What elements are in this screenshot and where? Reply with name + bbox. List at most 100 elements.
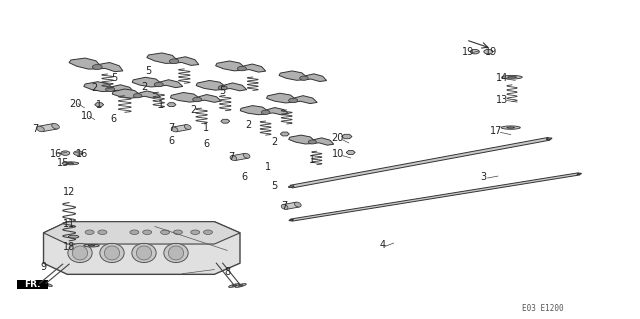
- Ellipse shape: [36, 126, 44, 132]
- Ellipse shape: [502, 75, 522, 79]
- Text: 1: 1: [309, 155, 316, 165]
- Text: 3: 3: [480, 172, 486, 182]
- Circle shape: [133, 93, 142, 98]
- Text: 5: 5: [271, 181, 277, 191]
- Ellipse shape: [44, 284, 49, 285]
- Text: 19: 19: [462, 47, 475, 57]
- Circle shape: [92, 64, 102, 70]
- Polygon shape: [173, 125, 189, 132]
- Text: 18: 18: [63, 242, 76, 252]
- Ellipse shape: [243, 153, 250, 158]
- Polygon shape: [170, 93, 221, 102]
- Ellipse shape: [289, 219, 293, 221]
- Polygon shape: [280, 132, 289, 136]
- Ellipse shape: [230, 156, 237, 160]
- Text: 6: 6: [168, 136, 175, 146]
- Text: 7: 7: [32, 124, 38, 134]
- Text: 10: 10: [332, 149, 344, 159]
- Text: 11: 11: [63, 219, 76, 229]
- Circle shape: [130, 230, 139, 234]
- Text: 12: 12: [63, 187, 76, 197]
- Polygon shape: [283, 202, 300, 209]
- Circle shape: [484, 49, 493, 54]
- Ellipse shape: [132, 243, 156, 263]
- Text: 2: 2: [245, 120, 252, 130]
- Polygon shape: [84, 82, 134, 93]
- Text: 9: 9: [40, 262, 47, 272]
- Ellipse shape: [104, 246, 120, 260]
- Text: 13: 13: [496, 94, 509, 105]
- Polygon shape: [216, 61, 266, 72]
- Ellipse shape: [84, 244, 99, 247]
- Text: 4: 4: [380, 240, 386, 250]
- Text: FR.: FR.: [24, 280, 40, 289]
- Text: 7: 7: [228, 152, 235, 162]
- Polygon shape: [167, 103, 176, 107]
- FancyBboxPatch shape: [17, 280, 48, 289]
- Circle shape: [161, 230, 170, 234]
- Polygon shape: [44, 222, 240, 244]
- Ellipse shape: [164, 243, 188, 263]
- Polygon shape: [196, 80, 247, 91]
- Ellipse shape: [547, 138, 552, 140]
- Polygon shape: [279, 71, 326, 82]
- Polygon shape: [289, 135, 334, 145]
- Ellipse shape: [35, 283, 46, 286]
- Text: 5: 5: [111, 73, 117, 83]
- Circle shape: [191, 230, 200, 234]
- Text: 6: 6: [241, 172, 248, 182]
- Text: 5: 5: [145, 66, 152, 76]
- Circle shape: [261, 110, 270, 115]
- Polygon shape: [232, 153, 248, 160]
- Polygon shape: [95, 103, 104, 107]
- Circle shape: [237, 66, 246, 71]
- Ellipse shape: [67, 163, 74, 164]
- Polygon shape: [69, 58, 123, 72]
- Text: 20: 20: [332, 133, 344, 143]
- Text: E03 E1200: E03 E1200: [522, 304, 563, 313]
- Polygon shape: [112, 89, 161, 98]
- Polygon shape: [147, 53, 199, 65]
- Ellipse shape: [232, 285, 237, 286]
- Text: 16: 16: [50, 149, 63, 159]
- Ellipse shape: [281, 204, 288, 209]
- Text: 1: 1: [203, 123, 209, 133]
- Text: 7: 7: [168, 123, 175, 133]
- Polygon shape: [38, 123, 58, 132]
- Circle shape: [470, 49, 479, 54]
- Text: 20: 20: [69, 99, 82, 109]
- Polygon shape: [342, 134, 352, 139]
- Polygon shape: [240, 106, 289, 115]
- Circle shape: [106, 87, 115, 92]
- Text: 2: 2: [271, 137, 277, 147]
- Circle shape: [98, 230, 107, 234]
- Ellipse shape: [68, 235, 79, 238]
- Circle shape: [143, 230, 152, 234]
- Text: 2: 2: [92, 83, 98, 93]
- Ellipse shape: [41, 283, 52, 286]
- Ellipse shape: [136, 246, 152, 260]
- Polygon shape: [44, 222, 240, 274]
- Text: 14: 14: [496, 73, 509, 83]
- Text: 1: 1: [158, 100, 164, 110]
- Text: 2: 2: [190, 105, 196, 115]
- Ellipse shape: [52, 123, 60, 129]
- Ellipse shape: [62, 162, 79, 165]
- Circle shape: [193, 97, 202, 102]
- Polygon shape: [346, 151, 355, 154]
- Circle shape: [74, 151, 83, 155]
- Circle shape: [289, 98, 298, 103]
- Ellipse shape: [184, 125, 191, 130]
- Text: 8: 8: [224, 267, 230, 277]
- Circle shape: [173, 230, 182, 234]
- Circle shape: [218, 85, 227, 90]
- Ellipse shape: [68, 243, 92, 263]
- Circle shape: [204, 230, 212, 234]
- Ellipse shape: [294, 202, 301, 207]
- Text: 15: 15: [56, 158, 69, 168]
- Ellipse shape: [577, 173, 581, 174]
- Text: 16: 16: [76, 149, 88, 159]
- Text: 6: 6: [111, 114, 117, 124]
- Ellipse shape: [88, 245, 95, 246]
- Text: 2: 2: [141, 82, 147, 92]
